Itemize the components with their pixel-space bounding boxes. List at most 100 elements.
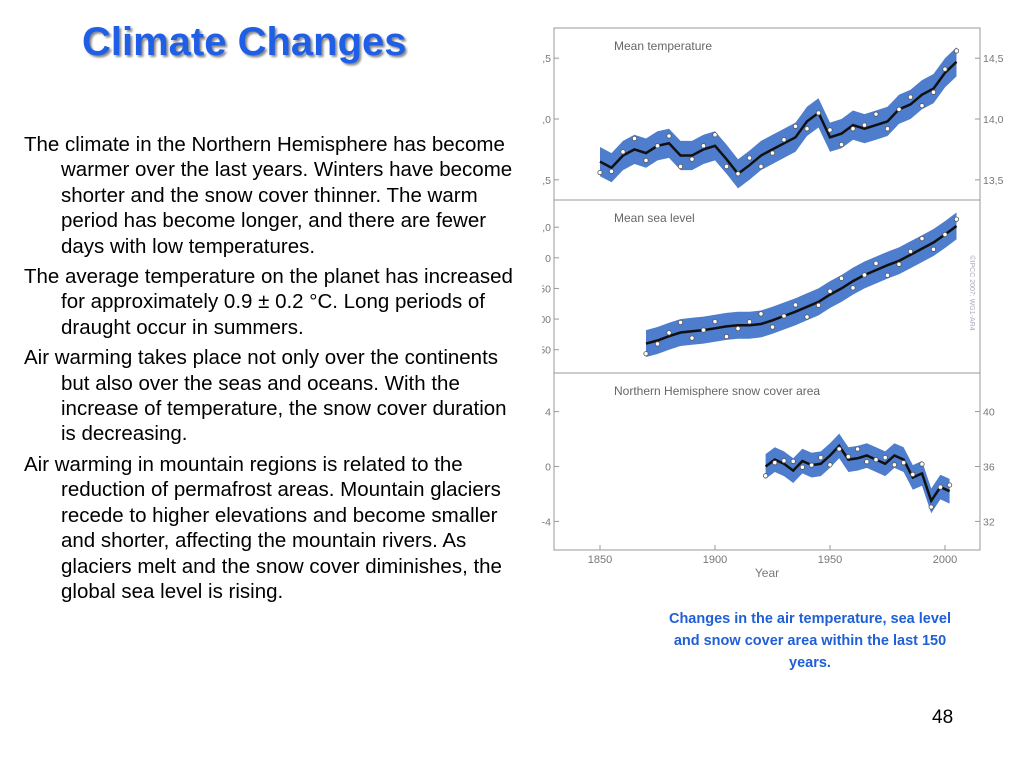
panel-title: Mean temperature <box>614 39 712 53</box>
figure-caption: Changes in the air temperature, sea leve… <box>668 611 952 671</box>
data-point <box>620 149 626 155</box>
data-point <box>884 126 891 132</box>
data-point <box>930 89 937 95</box>
data-point <box>937 484 943 490</box>
paragraph-1: The climate in the Northern Hemisphere h… <box>24 133 513 258</box>
y-tick-label: -100 <box>542 314 551 326</box>
data-point <box>946 482 953 488</box>
data-point <box>772 460 778 466</box>
data-point <box>746 319 753 325</box>
text-body: The climate in the Northern Hemisphere h… <box>24 132 524 609</box>
data-point <box>845 453 851 460</box>
climate-figure: Mean temperature0,50,0-0,514,514,013,5Te… <box>542 25 1012 590</box>
data-point <box>735 171 741 177</box>
data-point <box>781 313 787 319</box>
data-point <box>850 285 856 291</box>
data-point <box>631 135 638 142</box>
y-tick-label: 4 <box>545 407 551 419</box>
y2-tick-label: 40 <box>983 407 995 419</box>
data-point <box>723 333 730 340</box>
data-point <box>815 302 822 308</box>
data-point <box>919 235 925 242</box>
y-tick-label: 0,5 <box>542 53 551 65</box>
data-point <box>861 122 868 128</box>
data-point <box>891 462 897 468</box>
data-point <box>643 157 649 163</box>
data-point <box>873 111 879 117</box>
data-point <box>654 143 661 149</box>
data-point <box>804 314 810 320</box>
data-point <box>854 446 861 452</box>
data-point <box>643 351 649 357</box>
data-point <box>808 462 815 468</box>
data-point <box>677 163 684 170</box>
data-point <box>723 163 730 170</box>
data-point <box>907 94 914 100</box>
data-point <box>910 471 916 477</box>
x-axis-label: Year <box>755 566 779 580</box>
data-point <box>804 126 810 132</box>
data-point <box>769 324 776 330</box>
data-point <box>689 335 695 341</box>
data-point <box>953 216 960 222</box>
series-line <box>764 443 951 504</box>
data-point <box>838 275 845 281</box>
y2-tick-label: 14,5 <box>983 53 1004 65</box>
data-point <box>799 464 805 470</box>
data-point <box>882 454 888 461</box>
data-point <box>763 473 769 479</box>
data-point <box>873 457 879 463</box>
data-point <box>758 163 764 170</box>
slide-title: Climate Changes <box>82 20 407 64</box>
data-point <box>864 459 870 465</box>
data-point <box>792 302 799 308</box>
y-tick-label: -4 <box>542 516 551 528</box>
y-tick-label: 0,0 <box>542 114 551 126</box>
panel-title: Mean sea level <box>614 211 695 225</box>
data-point <box>827 288 833 294</box>
data-point <box>838 141 845 148</box>
panel-title: Northern Hemisphere snow cover area <box>614 384 820 398</box>
y-tick-label: 0 <box>545 253 551 265</box>
y-tick-label: 50,0 <box>542 222 551 234</box>
data-point <box>712 318 718 325</box>
data-point <box>942 66 948 72</box>
data-point <box>873 260 879 266</box>
x-tick-label: 2000 <box>933 554 957 566</box>
data-point <box>928 504 934 510</box>
data-point <box>769 150 776 156</box>
data-point <box>942 231 948 238</box>
page-number: 48 <box>932 707 954 728</box>
x-tick-label: 1850 <box>588 554 612 566</box>
data-point <box>666 133 672 139</box>
data-point <box>953 48 960 54</box>
data-point <box>654 341 661 347</box>
data-point <box>896 261 902 267</box>
data-point <box>827 462 833 468</box>
data-point <box>884 272 891 278</box>
paragraph-3: Air warming takes place not only over th… <box>24 346 507 446</box>
data-point <box>712 132 718 138</box>
series-line <box>645 224 958 345</box>
paragraph-2: The average temperature on the planet ha… <box>24 265 513 339</box>
x-tick-label: 1950 <box>818 554 842 566</box>
data-point <box>861 272 868 278</box>
data-point <box>896 106 902 112</box>
climate-charts-svg: Mean temperature0,50,0-0,514,514,013,5Te… <box>542 27 1004 580</box>
data-point <box>836 446 842 452</box>
data-point <box>790 458 796 464</box>
y2-tick-label: 14,0 <box>983 114 1004 126</box>
x-tick-label: 1900 <box>703 554 727 566</box>
data-point <box>827 127 833 133</box>
data-point <box>666 330 672 336</box>
data-point <box>815 110 822 116</box>
data-point <box>792 123 799 129</box>
data-point <box>907 248 914 254</box>
y-tick-label: -50 <box>542 283 551 295</box>
data-point <box>689 156 695 162</box>
y-tick-label: -150 <box>542 345 551 357</box>
y2-tick-label: 36 <box>983 462 995 474</box>
data-point <box>850 126 856 132</box>
y-tick-label: 0 <box>545 462 551 474</box>
paragraph-4: Air warming in mountain regions is relat… <box>24 452 502 603</box>
